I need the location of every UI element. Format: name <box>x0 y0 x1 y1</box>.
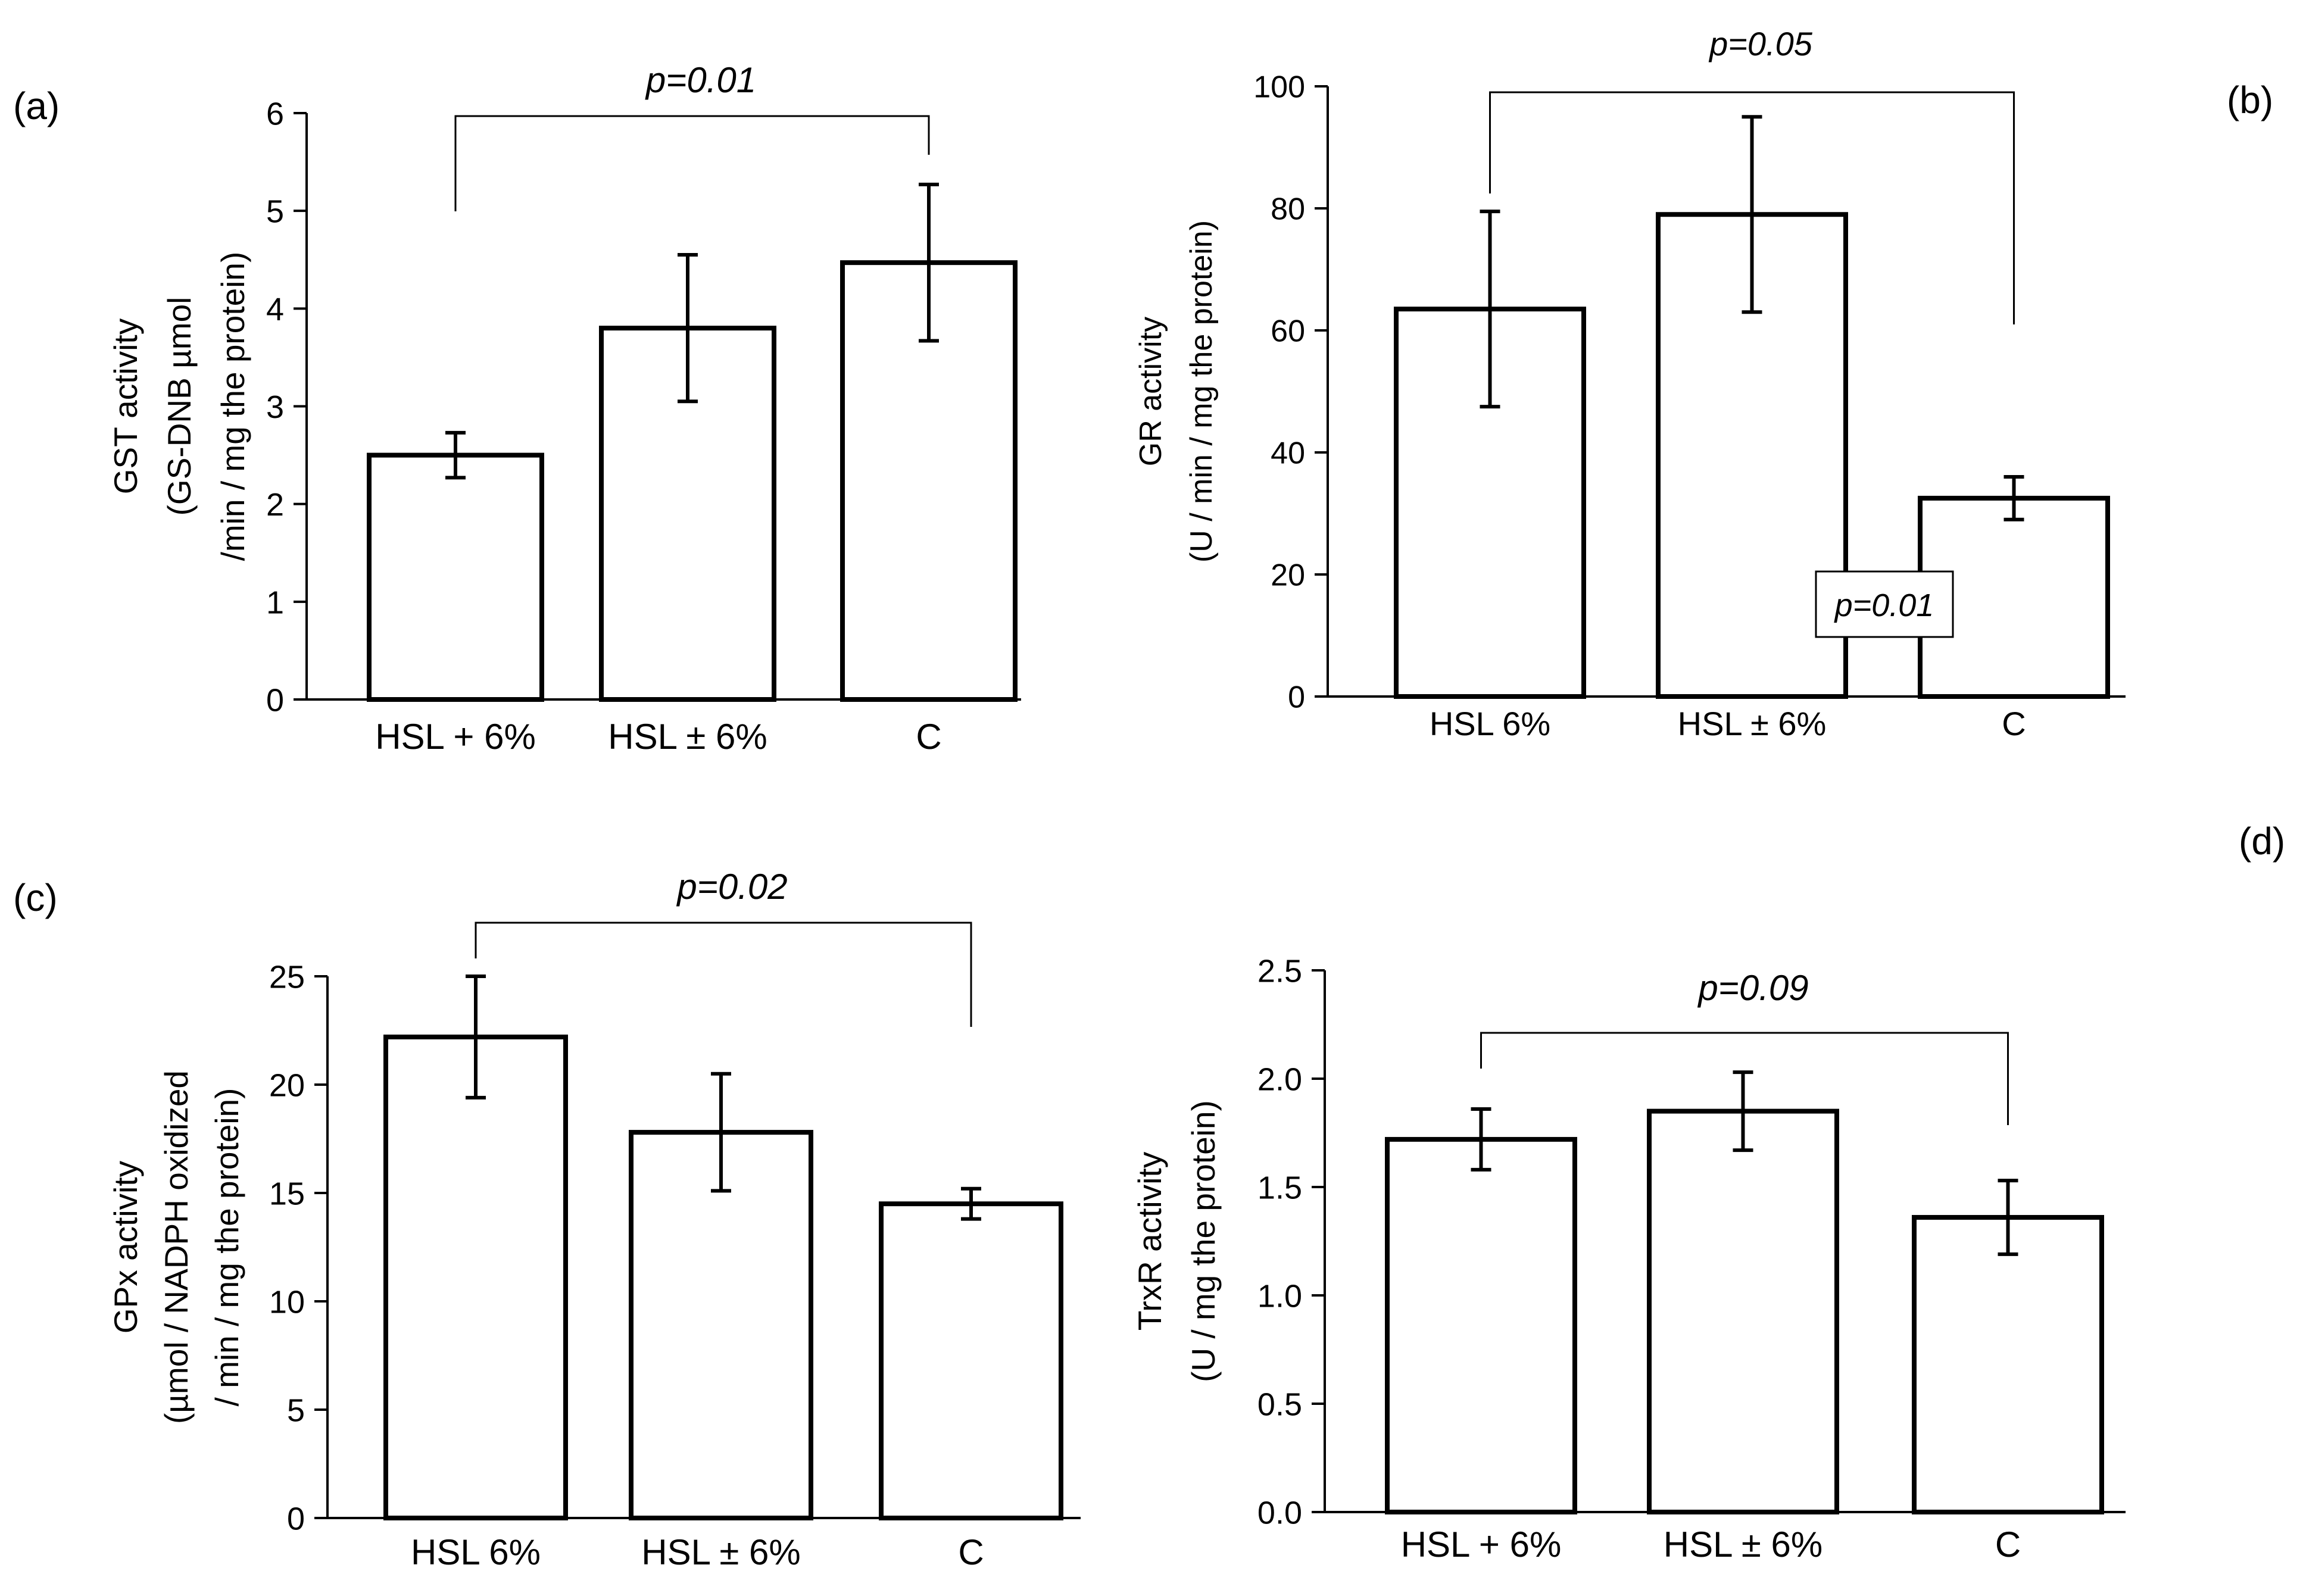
bar-3 <box>879 1201 1063 1520</box>
x-category-label: HSL ± 6% <box>608 717 767 757</box>
chart-panel-d: 0.0 0.5 1.0 1.5 2.0 2.5 TrxR activity (U / mg t… <box>1131 953 2126 1564</box>
y-axis-title-line: GR activity <box>1134 317 1168 466</box>
y-axis-title-line: (U / min / mg the protein) <box>1184 220 1219 563</box>
significance-label: p=0.01 <box>645 60 756 100</box>
y-tick-label: 4 <box>266 292 284 327</box>
x-category-label: C <box>2002 705 2026 742</box>
y-tick-label: 0 <box>1288 680 1305 715</box>
y-axis-title-line: (µmol / NADPH oxidized <box>158 1070 195 1424</box>
y-tick-label: 1.5 <box>1257 1170 1302 1205</box>
significance-bracket <box>454 115 930 211</box>
y-axis-title-line: / min / mg the protein) <box>208 1088 245 1407</box>
x-category-label: HSL + 6% <box>375 717 536 757</box>
significance-label: p=0.05 <box>1708 25 1813 63</box>
x-category-label: C <box>1995 1525 2021 1564</box>
chart-panel-c: 0 5 10 15 20 25 GPx activity (µmol / NADPH oxid… <box>107 867 1081 1572</box>
significance-bracket <box>1489 91 2015 324</box>
y-axis-title-line: GPx activity <box>107 1160 144 1333</box>
significance-label-boxed: p=0.01 <box>1834 588 1934 623</box>
y-tick-label: 20 <box>269 1067 305 1103</box>
x-category-label: HSL 6% <box>1430 705 1550 742</box>
significance-box <box>1815 570 1954 638</box>
y-tick-label: 10 <box>269 1284 305 1320</box>
y-tick-label: 6 <box>266 96 284 132</box>
y-tick-label: 0 <box>266 682 284 718</box>
x-category-label: HSL ± 6% <box>1678 705 1827 742</box>
y-axis-title-line: /min / mg the protein) <box>214 252 251 561</box>
bar-1 <box>383 1034 568 1521</box>
y-tick-label: 1 <box>266 585 284 620</box>
significance-label: p=0.09 <box>1697 968 1808 1008</box>
panel-label-c: (c) <box>13 876 58 919</box>
chart-panel-a: 0 1 2 3 4 5 6 GST activity (GS-DNB µmol/min / mg… <box>107 60 1021 757</box>
panel-label-a: (a) <box>13 85 60 127</box>
bar-1 <box>1394 307 1586 699</box>
y-tick-label: 2.5 <box>1257 953 1302 989</box>
y-tick-label: 25 <box>269 959 305 995</box>
y-tick-label: 15 <box>269 1176 305 1211</box>
x-category-label: HSL ± 6% <box>641 1532 800 1572</box>
significance-bracket <box>1480 1032 2009 1125</box>
panel-label-d: (d) <box>2239 820 2285 863</box>
y-axis-title-line: (GS-DNB µmol <box>161 297 198 516</box>
y-tick-label: 0.0 <box>1257 1495 1302 1531</box>
y-tick-label: 20 <box>1271 558 1305 593</box>
y-tick-label: 0.5 <box>1257 1386 1302 1422</box>
y-axis-title-line: GST activity <box>107 318 144 494</box>
panel-label-b: (b) <box>2227 79 2273 121</box>
y-tick-label: 5 <box>266 194 284 230</box>
y-tick-label: 1.0 <box>1257 1278 1302 1314</box>
y-tick-label: 60 <box>1271 314 1305 349</box>
y-tick-label: 80 <box>1271 192 1305 227</box>
y-axis-title-line: TrxR activity <box>1131 1151 1168 1330</box>
y-axis-title-line: (U / mg the protein) <box>1185 1100 1222 1382</box>
bar-3 <box>1912 1214 2104 1514</box>
y-tick-label: 0 <box>287 1501 305 1536</box>
x-category-label: HSL 6% <box>411 1532 541 1572</box>
bar-1 <box>1385 1136 1577 1515</box>
significance-label: p=0.02 <box>676 867 787 907</box>
y-tick-label: 100 <box>1253 70 1305 105</box>
x-category-label: HSL + 6% <box>1401 1525 1562 1564</box>
x-category-label: C <box>958 1532 984 1572</box>
bar-2 <box>1647 1108 1839 1514</box>
y-tick-label: 2 <box>266 487 284 523</box>
bar-1 <box>367 452 544 702</box>
x-category-label: HSL ± 6% <box>1664 1525 1822 1564</box>
significance-bracket <box>475 922 972 1027</box>
chart-panel-b: 0 20 40 60 80 100 GR activity (U / min / mg the… <box>1134 25 2126 742</box>
y-tick-label: 2.0 <box>1257 1061 1302 1097</box>
y-tick-label: 40 <box>1271 436 1305 471</box>
y-tick-label: 5 <box>287 1392 305 1428</box>
y-tick-label: 3 <box>266 389 284 425</box>
x-category-label: C <box>916 717 941 757</box>
